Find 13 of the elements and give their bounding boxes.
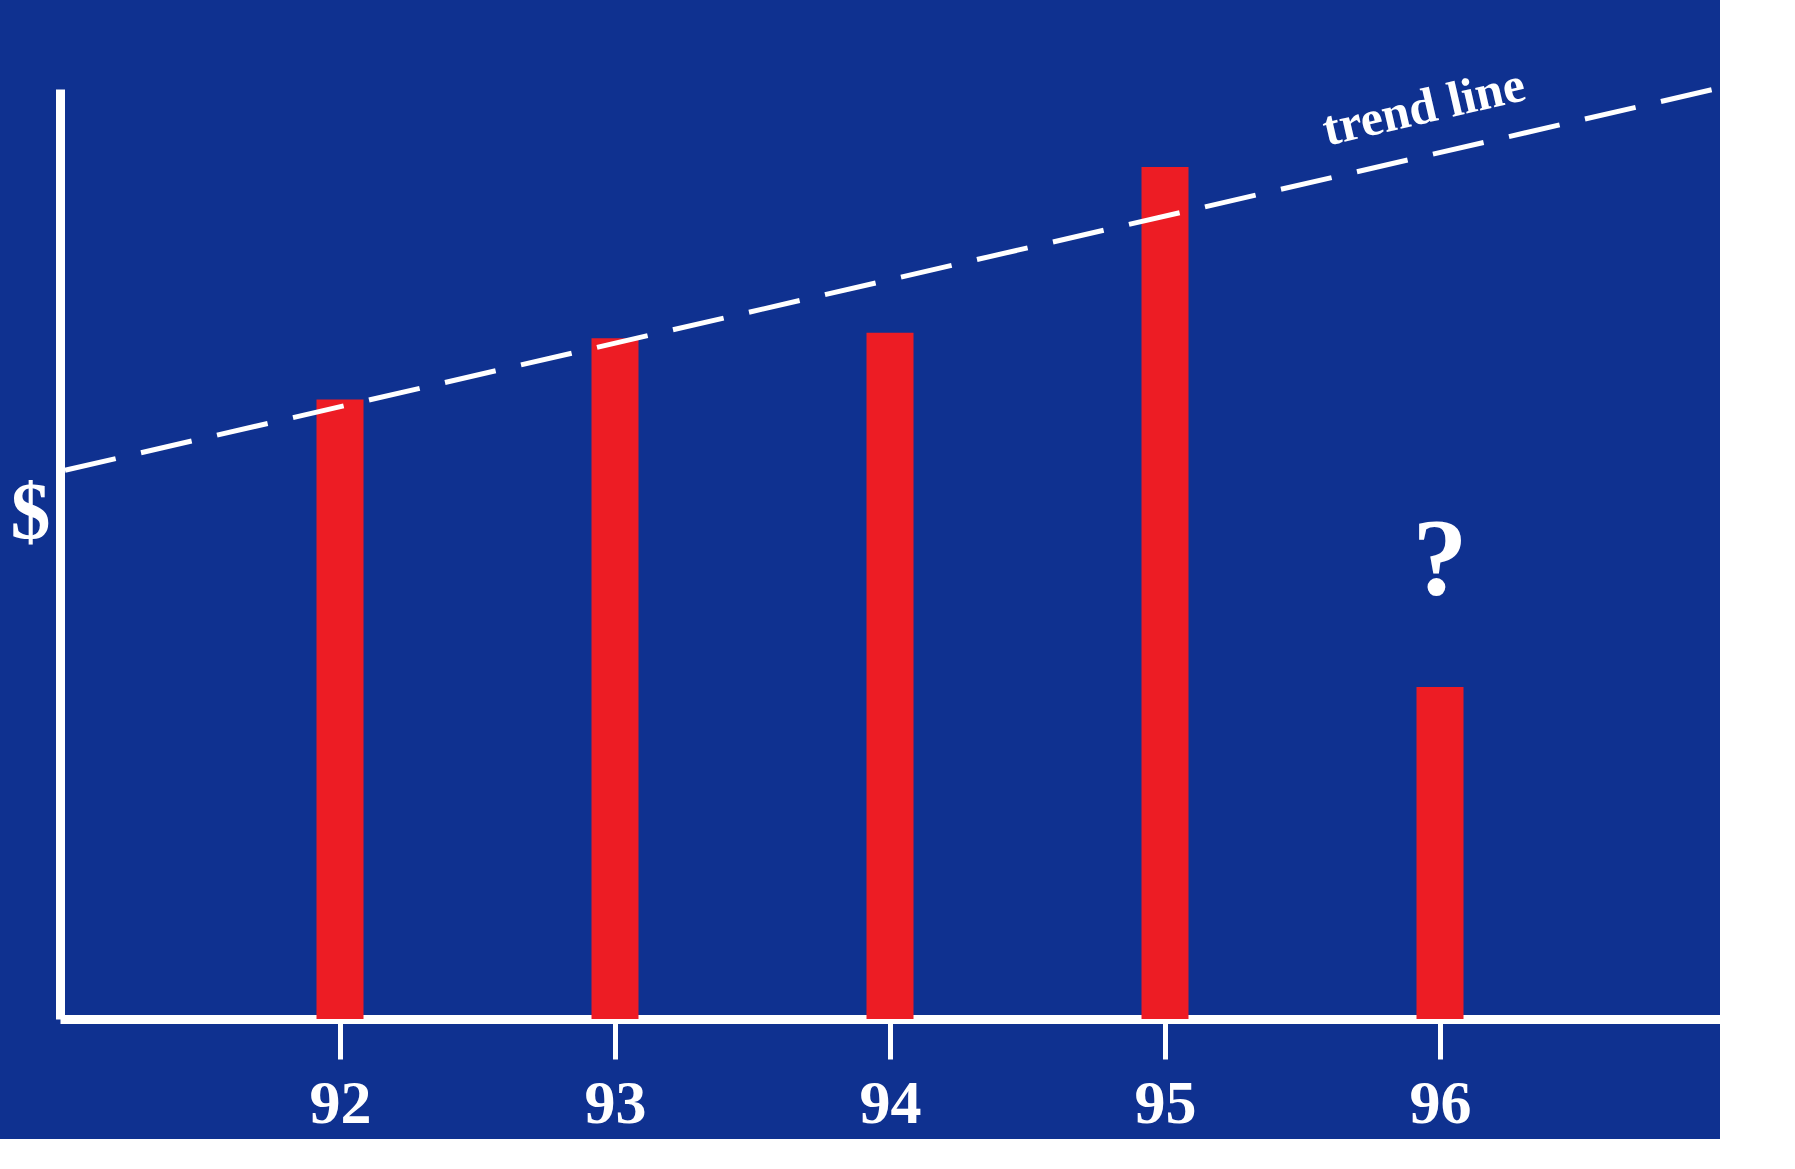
y-axis-title: $ xyxy=(10,466,51,555)
x-tick-label: 93 xyxy=(584,1067,647,1136)
bar xyxy=(316,399,364,1019)
bar xyxy=(866,332,914,1019)
annotation: trend line xyxy=(1316,55,1531,157)
x-tick-label: 95 xyxy=(1134,1067,1197,1136)
bar xyxy=(1416,686,1464,1019)
bar xyxy=(1141,167,1189,1019)
x-tick-label: 92 xyxy=(309,1067,372,1136)
annotation: ? xyxy=(1412,495,1468,618)
x-tick-label: 96 xyxy=(1409,1067,1472,1136)
bar xyxy=(591,338,639,1019)
x-tick-label: 94 xyxy=(859,1067,922,1136)
